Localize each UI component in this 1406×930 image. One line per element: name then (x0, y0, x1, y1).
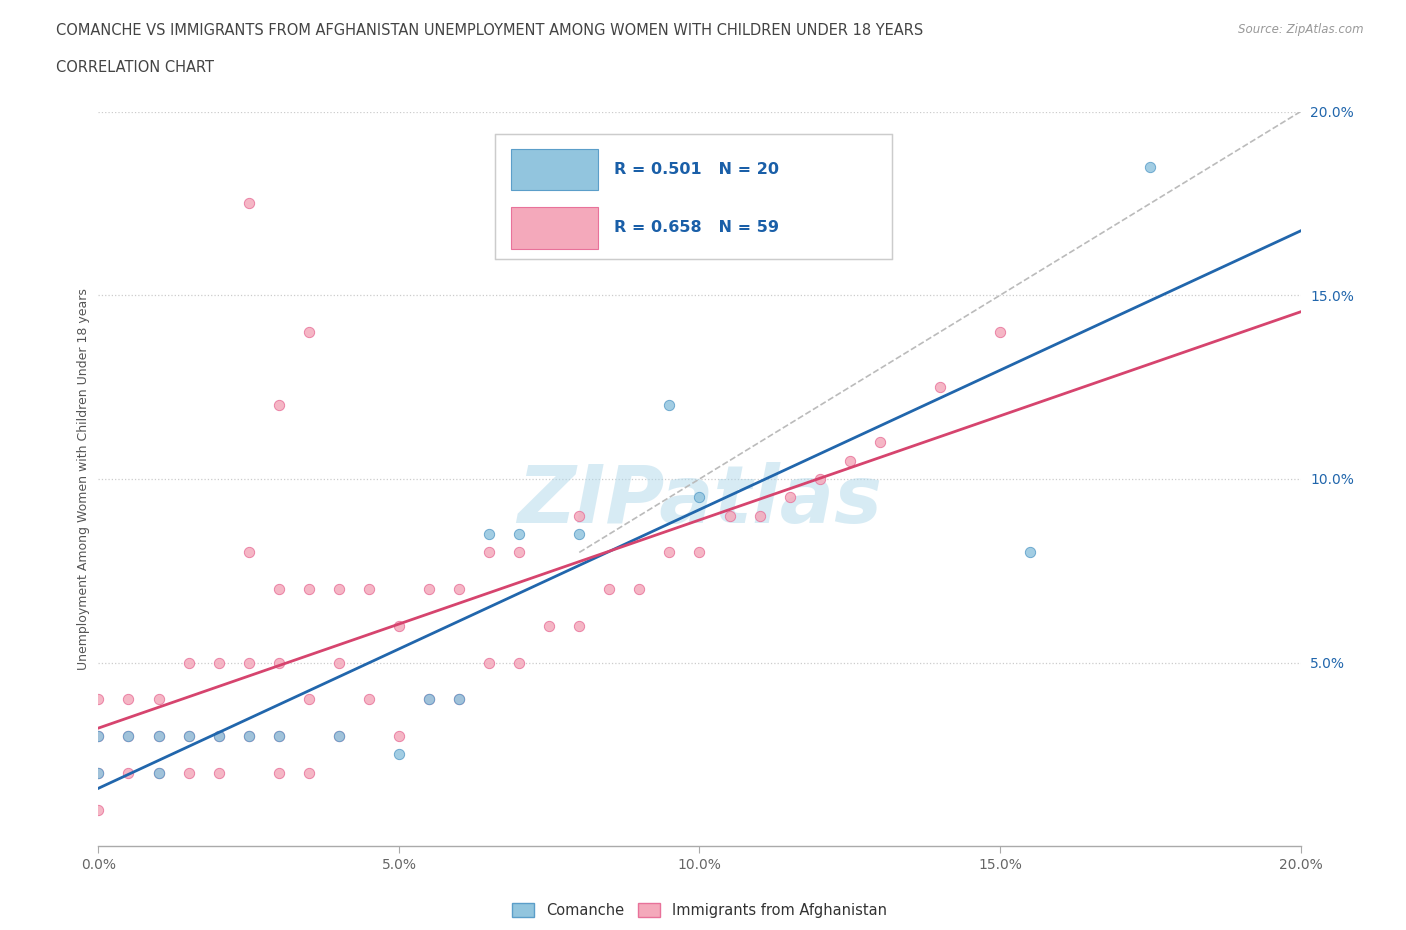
Point (148, 729, 170, 744)
Point (568, 526, 591, 541)
Point (508, 656, 530, 671)
Point (598, 582, 620, 597)
Point (1139, 159, 1161, 174)
Point (208, 729, 231, 744)
Text: COMANCHE VS IMMIGRANTS FROM AFGHANISTAN UNEMPLOYMENT AMONG WOMEN WITH CHILDREN U: COMANCHE VS IMMIGRANTS FROM AFGHANISTAN … (56, 23, 924, 38)
Point (208, 656, 231, 671)
Point (117, 729, 139, 744)
Point (568, 618, 591, 633)
Point (478, 656, 501, 671)
Legend: Comanche, Immigrants from Afghanistan: Comanche, Immigrants from Afghanistan (506, 897, 893, 923)
Point (748, 509, 770, 524)
Point (658, 545, 681, 560)
Point (478, 545, 501, 560)
Point (388, 747, 411, 762)
Point (388, 729, 411, 744)
Point (208, 765, 231, 780)
Point (357, 582, 380, 597)
Point (658, 398, 681, 413)
Point (688, 545, 710, 560)
Point (538, 618, 561, 633)
Point (718, 509, 741, 524)
Point (447, 692, 470, 707)
Point (988, 325, 1011, 339)
Point (568, 509, 591, 524)
Point (929, 379, 952, 394)
Point (177, 729, 200, 744)
Point (267, 729, 290, 744)
Point (418, 582, 440, 597)
Point (418, 692, 440, 707)
Point (267, 729, 290, 744)
Point (148, 729, 170, 744)
Point (298, 325, 321, 339)
Point (328, 729, 350, 744)
Point (328, 656, 350, 671)
Point (357, 692, 380, 707)
Y-axis label: Unemployment Among Women with Children Under 18 years: Unemployment Among Women with Children U… (77, 288, 90, 670)
Point (478, 526, 501, 541)
Point (87, 802, 110, 817)
Point (779, 490, 801, 505)
Text: Source: ZipAtlas.com: Source: ZipAtlas.com (1239, 23, 1364, 36)
Point (267, 582, 290, 597)
Point (1019, 545, 1042, 560)
Point (628, 582, 651, 597)
Text: ZIPatlas: ZIPatlas (517, 462, 882, 540)
Point (838, 453, 860, 468)
Point (238, 729, 260, 744)
Point (298, 582, 321, 597)
Point (148, 765, 170, 780)
Point (447, 692, 470, 707)
Point (267, 656, 290, 671)
Point (87, 729, 110, 744)
Point (208, 729, 231, 744)
Point (808, 472, 831, 486)
Point (177, 765, 200, 780)
Point (267, 398, 290, 413)
Point (238, 729, 260, 744)
Point (177, 729, 200, 744)
Point (447, 582, 470, 597)
Point (117, 729, 139, 744)
Point (238, 196, 260, 211)
Point (177, 656, 200, 671)
Point (148, 692, 170, 707)
Point (267, 765, 290, 780)
Point (298, 765, 321, 780)
Point (328, 582, 350, 597)
Point (238, 656, 260, 671)
Point (388, 618, 411, 633)
Point (238, 545, 260, 560)
Point (117, 765, 139, 780)
Point (117, 692, 139, 707)
Point (148, 765, 170, 780)
Point (869, 435, 891, 450)
Point (87, 692, 110, 707)
Point (418, 692, 440, 707)
Point (87, 729, 110, 744)
Point (688, 490, 710, 505)
Point (298, 692, 321, 707)
Point (87, 765, 110, 780)
Point (508, 526, 530, 541)
Text: CORRELATION CHART: CORRELATION CHART (56, 60, 214, 75)
Point (87, 765, 110, 780)
Point (328, 729, 350, 744)
Point (508, 545, 530, 560)
